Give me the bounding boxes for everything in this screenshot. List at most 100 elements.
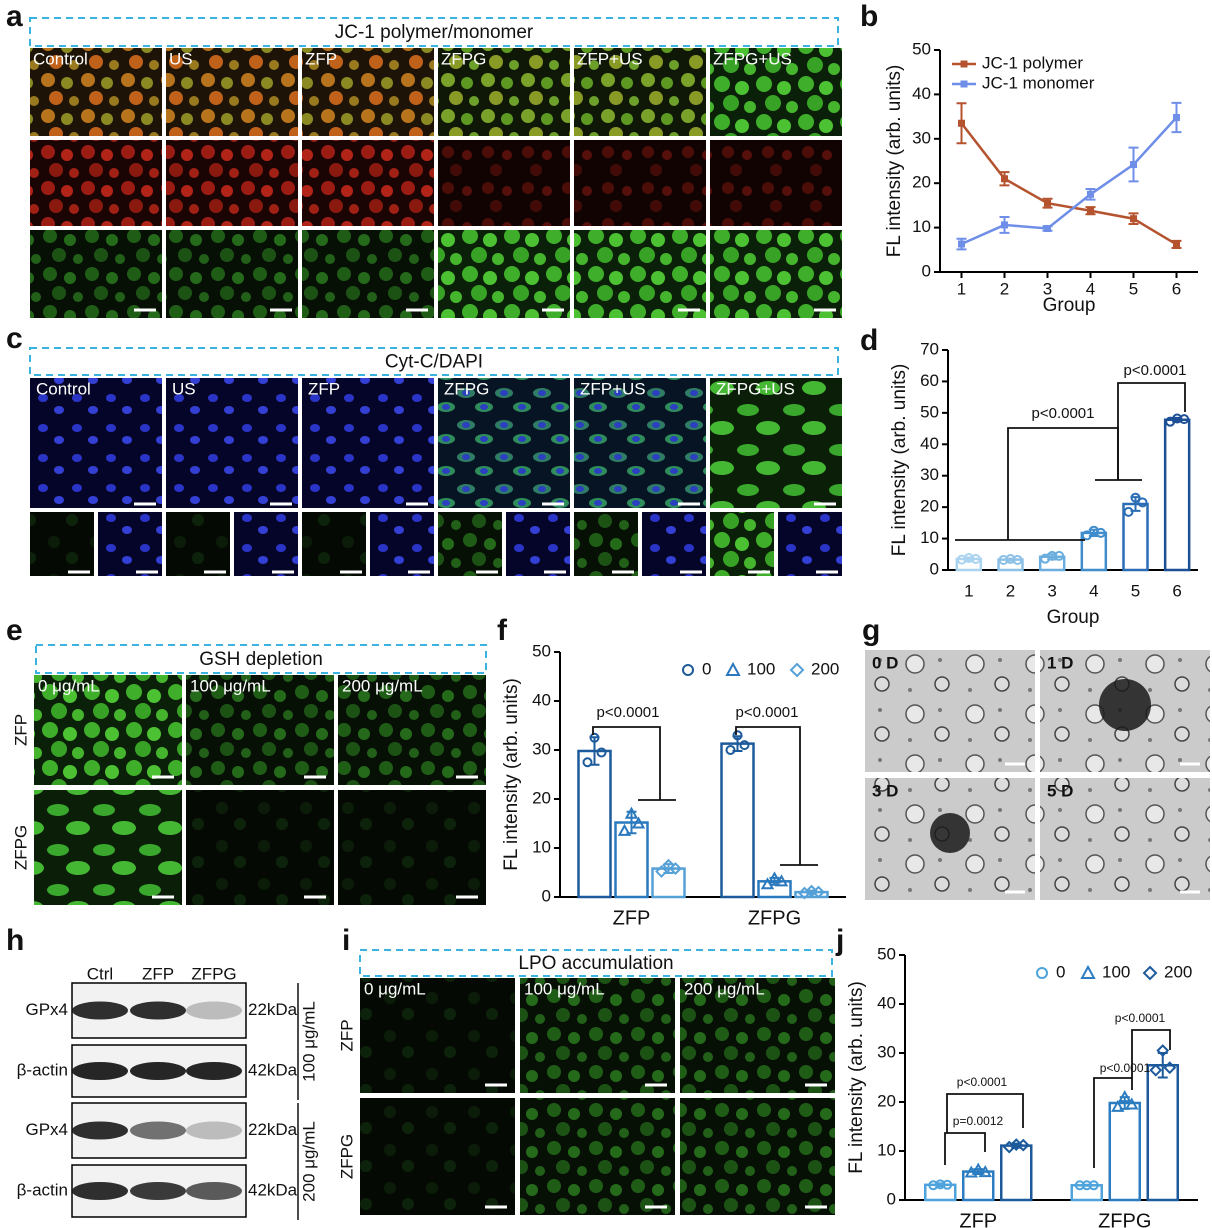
band: [130, 1062, 186, 1080]
annotation: p<0.0001: [1100, 1061, 1151, 1075]
tile-label: 5 D: [1047, 781, 1073, 800]
micrograph: [360, 978, 515, 1093]
band: [186, 1121, 242, 1140]
x-tick-label: ZFPG: [1098, 1210, 1151, 1228]
x-tick-label: 1: [964, 581, 973, 600]
legend-label: 0: [1056, 962, 1065, 981]
column-label: ZFP+US: [577, 49, 643, 68]
micrograph: [574, 140, 706, 226]
row-label: ZFPG: [337, 1134, 356, 1179]
y-tick-label: 60: [920, 371, 939, 390]
y-tick-label: 30: [920, 465, 939, 484]
marker: [1173, 113, 1180, 121]
annotation: p<0.0001: [1032, 405, 1095, 422]
annotation: p=0.0012: [953, 1114, 1004, 1128]
micrograph: [302, 48, 434, 136]
x-tick-label: 6: [1172, 279, 1181, 298]
data-point: [631, 816, 646, 829]
tile-label: 3 D: [872, 781, 898, 800]
size-label: 42kDa: [248, 1060, 298, 1079]
data-point: [1054, 550, 1065, 561]
bracket: [1007, 427, 1119, 540]
y-tick-label: 10: [877, 1140, 896, 1159]
data-point: [1088, 1180, 1099, 1191]
column-label: US: [172, 379, 196, 398]
micrograph: [574, 378, 706, 508]
data-point: [812, 885, 825, 899]
y-tick-label: 30: [912, 128, 931, 147]
panel-letter: e: [6, 614, 23, 647]
marker: [1130, 161, 1137, 169]
marker: [1173, 240, 1180, 248]
data-point: [1123, 506, 1134, 517]
size-label: 22kDa: [248, 1000, 298, 1019]
marker: [1087, 207, 1094, 215]
x-tick-label: 4: [1086, 279, 1095, 298]
data-point: [582, 757, 593, 768]
data-point: [1179, 414, 1190, 425]
micrograph: [34, 675, 182, 785]
band: [72, 1182, 128, 1200]
legend-marker: [960, 60, 968, 68]
micrograph: [520, 1098, 675, 1215]
micrograph: [360, 1098, 515, 1215]
column-label: US: [169, 49, 193, 68]
band: [130, 1182, 186, 1200]
data-point: [1111, 1099, 1125, 1112]
micrograph: [1040, 778, 1210, 900]
column-label: ZFP: [305, 49, 337, 68]
y-tick-label: 50: [912, 39, 931, 58]
micrograph: [506, 512, 570, 576]
y-tick-label: 20: [532, 788, 551, 807]
data-point: [1095, 527, 1106, 538]
data-point: [725, 745, 736, 755]
band: [72, 1121, 128, 1140]
bracket: [1093, 1077, 1133, 1168]
micrograph: [30, 230, 162, 318]
bar: [1146, 1064, 1179, 1202]
micrograph: [338, 675, 486, 785]
y-tick-label: 70: [920, 339, 939, 358]
annotation: p<0.0001: [1115, 1011, 1166, 1025]
marker: [958, 240, 965, 248]
data-point: [978, 1165, 992, 1178]
micrograph: [574, 512, 638, 576]
micrograph: [865, 650, 1035, 772]
data-point: [669, 862, 682, 875]
panel-title: JC-1 polymer/monomer: [335, 22, 534, 43]
micrograph: [574, 48, 706, 136]
y-tick-label: 20: [912, 173, 931, 192]
legend-marker: [960, 80, 968, 88]
y-tick-label: 10: [532, 837, 551, 856]
data-point: [1163, 1061, 1177, 1075]
column-label: Control: [33, 49, 88, 68]
legend-label: 100: [1102, 962, 1130, 981]
legend-marker: [725, 661, 741, 676]
bracket: [946, 1093, 1024, 1133]
micrograph: [30, 48, 162, 136]
lane-label: ZFP: [142, 964, 174, 983]
column-label: 0 μg/mL: [38, 676, 100, 695]
bar: [577, 749, 612, 899]
marker: [958, 119, 965, 127]
band: [72, 1062, 128, 1080]
band: [186, 1062, 242, 1080]
line-series: [960, 122, 1178, 246]
y-tick-label: 0: [930, 559, 939, 578]
x-axis-label: Group: [1043, 295, 1096, 316]
micrograph: [710, 378, 842, 508]
panel-title: LPO accumulation: [518, 953, 673, 974]
legend-marker: [1142, 965, 1158, 981]
data-point: [596, 747, 607, 758]
y-tick-label: 0: [922, 261, 931, 280]
data-point: [1081, 530, 1092, 541]
y-tick-label: 30: [877, 1042, 896, 1061]
bracket: [735, 726, 801, 865]
y-tick-label: 20: [877, 1091, 896, 1110]
micrograph: [166, 230, 298, 318]
data-point: [1156, 1044, 1170, 1057]
x-axis-label: Group: [1047, 607, 1100, 628]
y-tick-label: 10: [912, 217, 931, 236]
y-axis-label: FL intensity (arb. units): [846, 981, 867, 1174]
